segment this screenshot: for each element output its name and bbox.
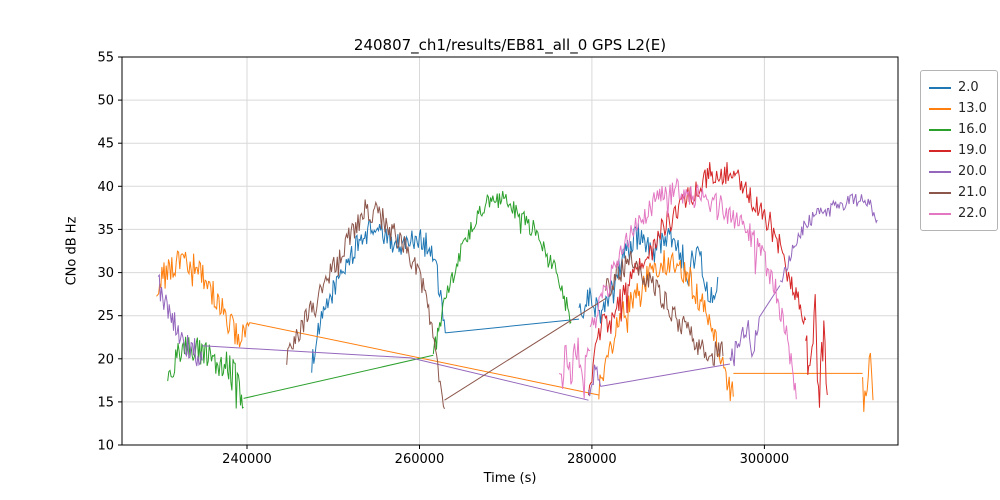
series-line-20.0 [588, 364, 601, 397]
series-line-2.0 [578, 223, 719, 324]
y-tick-label: 45 [97, 137, 114, 152]
y-tick-label: 10 [97, 439, 114, 454]
y-tick-label: 35 [97, 223, 114, 238]
legend-label: 13.0 [958, 101, 987, 116]
x-tick-label: 240000 [222, 452, 272, 467]
y-tick-label: 55 [97, 51, 114, 66]
y-tick-label: 20 [97, 352, 114, 367]
y-tick-label: 40 [97, 180, 114, 195]
legend-swatch [929, 212, 951, 215]
legend-item: 16.0 [929, 119, 989, 140]
legend-item: 19.0 [929, 140, 989, 161]
legend-label: 22.0 [958, 206, 987, 221]
series-line-22.0 [558, 337, 591, 399]
series-line-20.0 [600, 363, 730, 387]
plot-border [121, 56, 899, 446]
series-line-19.0 [588, 162, 807, 396]
y-tick-label: 50 [97, 94, 114, 109]
series-line-13.0 [862, 352, 874, 412]
x-tick-label: 300000 [740, 452, 790, 467]
x-axis-label: Time (s) [483, 471, 537, 486]
series-line-22.0 [589, 177, 797, 400]
legend-label: 19.0 [958, 143, 987, 158]
legend-label: 2.0 [958, 80, 979, 95]
series-line-13.0 [156, 250, 251, 348]
y-axis-label: CNo dB Hz [64, 216, 80, 286]
series-line-21.0 [286, 199, 445, 409]
series-line-16.0 [243, 354, 434, 399]
series-line-16.0 [432, 191, 572, 355]
legend-label: 20.0 [958, 164, 987, 179]
series-line-16.0 [167, 336, 244, 409]
y-tick-label: 30 [97, 266, 114, 281]
legend-label: 16.0 [958, 122, 987, 137]
legend-swatch [929, 107, 951, 110]
series-line-13.0 [249, 322, 599, 396]
legend-swatch [929, 170, 951, 173]
series-line-20.0 [729, 317, 760, 367]
legend-item: 2.0 [929, 77, 989, 98]
chart-title: 240807_ch1/results/EB81_all_0 GPS L2(E) [353, 36, 667, 54]
legend-swatch [929, 86, 951, 89]
legend: 2.0 13.0 16.0 19.0 20.0 21.0 22.0 [920, 70, 998, 231]
legend-item: 13.0 [929, 98, 989, 119]
series-line-2.0 [311, 218, 446, 373]
y-tick-label: 25 [97, 309, 114, 324]
legend-label: 21.0 [958, 185, 987, 200]
series-line-20.0 [779, 193, 878, 283]
legend-swatch [929, 149, 951, 152]
series-line-21.0 [605, 250, 724, 366]
x-tick-label: 260000 [395, 452, 445, 467]
legend-swatch [929, 191, 951, 194]
legend-item: 22.0 [929, 203, 989, 224]
series-line-2.0 [445, 318, 580, 334]
legend-item: 20.0 [929, 161, 989, 182]
legend-swatch [929, 128, 951, 131]
series-line-20.0 [157, 273, 203, 367]
series-line-20.0 [202, 345, 589, 401]
series-line-21.0 [444, 297, 606, 401]
y-tick-label: 15 [97, 395, 114, 410]
series-line-19.0 [805, 294, 828, 408]
legend-item: 21.0 [929, 182, 989, 203]
x-tick-label: 280000 [567, 452, 617, 467]
